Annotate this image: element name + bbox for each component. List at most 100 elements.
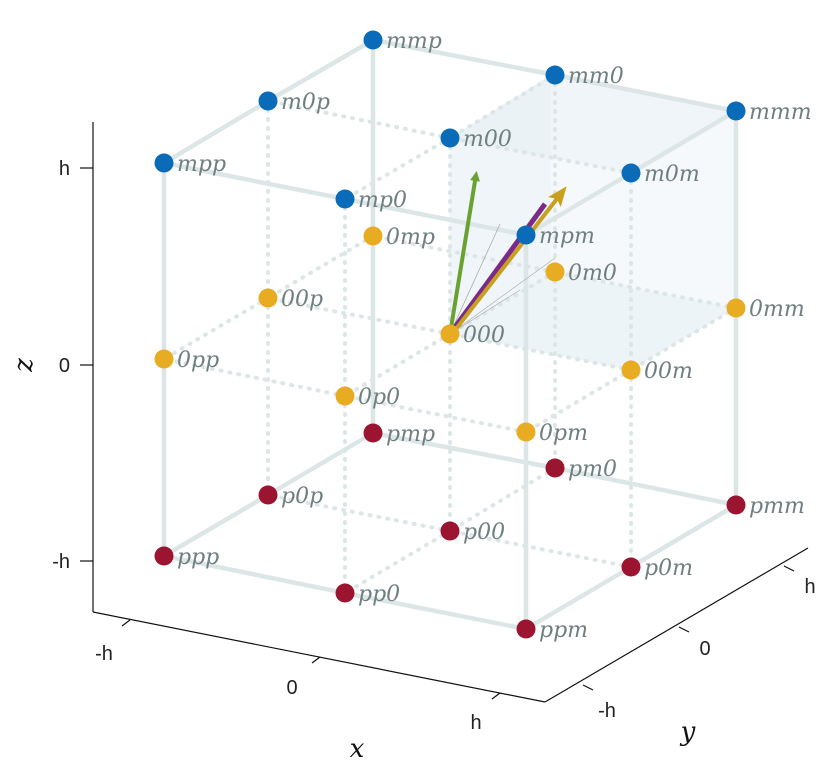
point-marker xyxy=(516,422,536,442)
point-marker xyxy=(258,288,278,308)
point-marker xyxy=(440,324,460,344)
point-label: m0m xyxy=(644,162,700,187)
cube-edge xyxy=(552,465,739,508)
z-tick-label: -h xyxy=(52,551,70,573)
lattice-point: 0m0 xyxy=(545,261,617,286)
lattice-point: mmp xyxy=(363,29,442,54)
lattice-line xyxy=(266,493,452,533)
point-label: pp0 xyxy=(358,582,400,607)
lattice-line xyxy=(629,306,738,372)
point-marker xyxy=(154,546,174,566)
point-marker xyxy=(363,30,383,50)
lattice-point: ppp xyxy=(154,545,219,570)
gold-vector xyxy=(450,186,567,336)
point-marker xyxy=(726,101,746,121)
point-label: mmm xyxy=(749,100,812,125)
lattice-point: m00 xyxy=(440,127,512,152)
x-tick-label: 0 xyxy=(286,677,297,699)
purple-vector xyxy=(447,202,548,336)
lattice-line xyxy=(343,332,452,398)
x-tick-label: h xyxy=(470,712,481,734)
point-label: mpp xyxy=(177,152,226,177)
lattice-point: p00 xyxy=(440,520,505,545)
cube-edge xyxy=(265,430,376,498)
point-label: 0m0 xyxy=(568,261,617,286)
z-axis: h 0 -h z xyxy=(9,158,93,573)
lattice-line xyxy=(553,270,738,310)
highlight-cell xyxy=(450,75,736,370)
x-axis: -h 0 h x xyxy=(95,619,501,764)
lattice-point: mpm xyxy=(516,224,595,249)
lattice-line xyxy=(266,296,452,336)
point-marker xyxy=(363,423,383,443)
lattice-line xyxy=(343,529,452,595)
point-label: p00 xyxy=(463,520,505,545)
thin-vector xyxy=(449,223,501,335)
lattice-point: 0mp xyxy=(363,225,435,250)
point-marker xyxy=(258,91,278,111)
lattice-line xyxy=(266,234,375,300)
lattice-point: pmm xyxy=(726,494,805,519)
z-axis-title: z xyxy=(9,358,39,373)
x-tick-label: -h xyxy=(95,643,113,665)
cube-edge xyxy=(628,108,739,176)
lattice-line xyxy=(524,368,633,434)
lattice-point: 0mm xyxy=(726,297,805,322)
point-marker xyxy=(545,458,565,478)
lattice-point: p0m xyxy=(621,556,693,581)
z-tick-label: h xyxy=(59,158,70,180)
point-label: 0p0 xyxy=(358,385,400,410)
lattice-point: mm0 xyxy=(545,64,624,89)
lattice-line xyxy=(162,357,347,398)
lattice-point: 00m xyxy=(621,359,693,384)
lattice-point: 00p xyxy=(258,287,323,312)
cube-edge xyxy=(523,564,634,632)
lattice-points: mmp mm0 mmm m0p m00 m0m mpp mp0 mpm 0mp 0m0 0mm 00p 0… xyxy=(154,29,812,643)
point-label: mpm xyxy=(539,224,595,249)
point-marker xyxy=(363,226,383,246)
lattice-line xyxy=(448,136,633,175)
point-marker xyxy=(440,521,460,541)
point-marker xyxy=(440,128,460,148)
point-label: 0mp xyxy=(386,225,435,250)
point-label: mmp xyxy=(386,29,442,54)
y-axis: -h 0 h y xyxy=(582,565,816,747)
y-tick-label: 0 xyxy=(699,638,710,660)
lattice-point: ppm xyxy=(516,618,588,643)
point-marker xyxy=(545,65,565,85)
lattice-point: mpp xyxy=(154,152,226,177)
cube-edge xyxy=(265,37,376,104)
cube-edge xyxy=(161,160,348,202)
cube-edge xyxy=(370,37,558,78)
point-marker xyxy=(516,225,536,245)
lattice-line xyxy=(266,99,452,140)
lattice-line xyxy=(448,73,557,140)
lattice-point: pp0 xyxy=(335,582,400,607)
point-label: m00 xyxy=(463,127,512,152)
y-tick-label: h xyxy=(804,576,815,598)
lattice-point: p0p xyxy=(258,484,323,509)
point-marker xyxy=(621,360,641,380)
lattice-point: m0p xyxy=(258,90,330,115)
y-tick-label: -h xyxy=(598,700,616,722)
point-label: 0mm xyxy=(749,297,805,322)
cube-edge xyxy=(161,553,348,596)
lattice-point: 000 xyxy=(440,323,505,348)
axes-frame xyxy=(92,122,809,703)
lattice-line xyxy=(448,332,633,372)
cube-edge xyxy=(628,502,739,570)
green-vector xyxy=(448,171,480,335)
lattice-point: mp0 xyxy=(335,188,407,213)
point-marker xyxy=(545,262,565,282)
point-label: mp0 xyxy=(358,188,407,213)
point-label: 000 xyxy=(463,323,505,348)
point-label: p0p xyxy=(281,484,323,509)
x-axis-title: x xyxy=(350,734,365,764)
lattice-point: mmm xyxy=(726,100,812,125)
point-marker xyxy=(335,583,355,603)
point-label: 0pm xyxy=(539,421,588,446)
point-label: pmm xyxy=(749,494,805,519)
z-tick-label: 0 xyxy=(59,355,70,377)
point-marker xyxy=(335,189,355,209)
point-marker xyxy=(154,153,174,173)
